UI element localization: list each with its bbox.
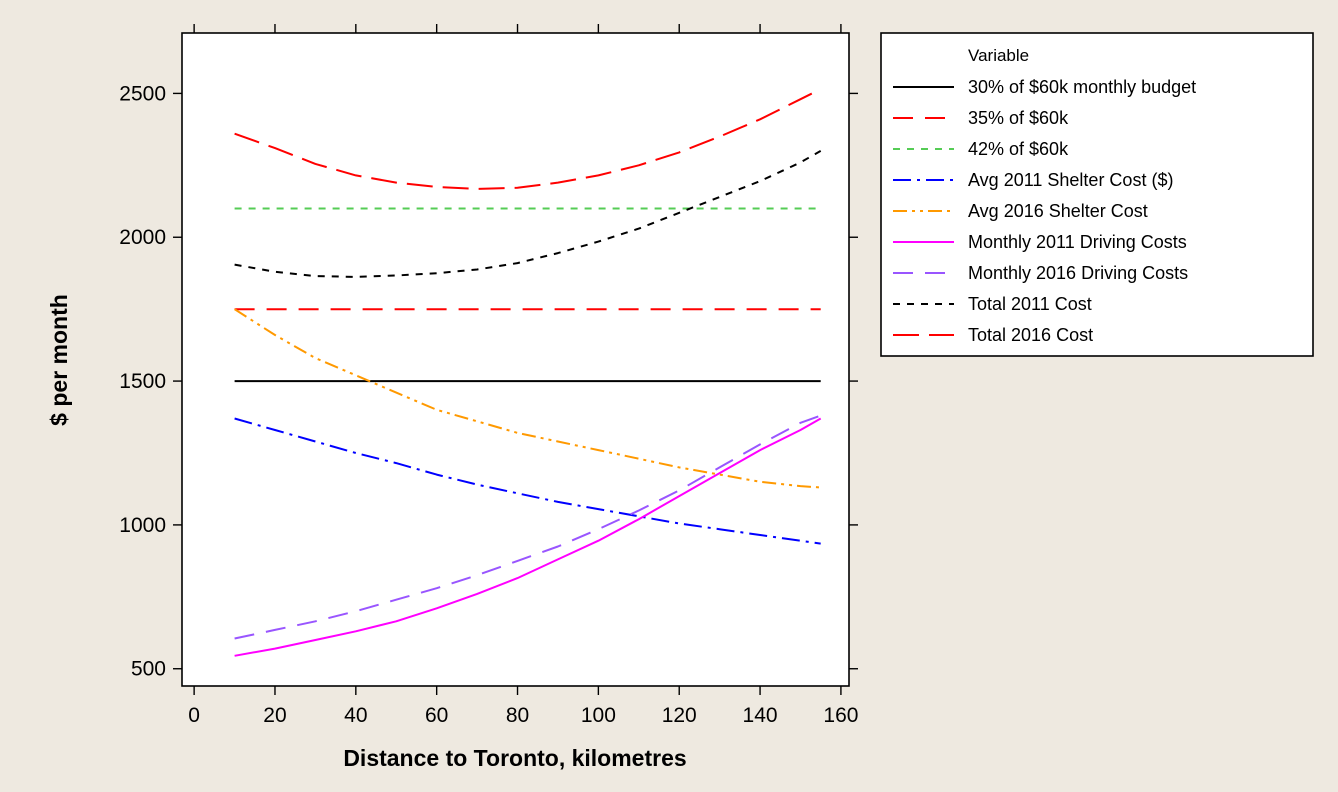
x-tick-label-100: 100 [581, 704, 616, 727]
series-line-5 [234, 308, 821, 489]
series-line-7 [234, 414, 822, 640]
legend-label-1: 30% of $60k monthly budget [968, 77, 1196, 97]
legend-label-9: Total 2016 Cost [968, 325, 1093, 345]
y-tick-label-1000: 1000 [119, 514, 166, 537]
y-tick-label-1500: 1500 [119, 370, 166, 393]
legend-label-6: Monthly 2011 Driving Costs [968, 232, 1187, 252]
series-line-8 [234, 150, 822, 278]
legend-label-4: Avg 2011 Shelter Cost ($) [968, 170, 1173, 190]
x-tick-label-40: 40 [344, 704, 367, 727]
x-tick-label-60: 60 [425, 704, 448, 727]
series-line-4 [234, 417, 821, 545]
legend: 30% of $60k monthly budget 35% of $60k 42%… [893, 77, 1196, 345]
x-tick-label-0: 0 [188, 704, 200, 727]
legend-label-8: Total 2011 Cost [968, 294, 1092, 314]
legend-label-2: 35% of $60k [968, 108, 1069, 128]
legend-label-3: 42% of $60k [968, 139, 1069, 159]
y-tick-label-2500: 2500 [119, 82, 166, 105]
series-layer [234, 88, 822, 657]
x-tick-label-80: 80 [506, 704, 529, 727]
series-line-6 [234, 417, 822, 657]
x-tick-label-140: 140 [743, 704, 778, 727]
legend-title: Variable [968, 46, 1029, 65]
legend-label-7: Monthly 2016 Driving Costs [968, 263, 1188, 283]
legend-label-5: Avg 2016 Shelter Cost [968, 201, 1148, 221]
x-tick-label-20: 20 [263, 704, 286, 727]
axes: 0 20 40 60 80 100 120 140 160 500 1000 1500 2000 2500 [119, 24, 858, 727]
y-tick-label-500: 500 [131, 658, 166, 681]
series-line-9 [234, 88, 822, 190]
x-axis-label: Distance to Toronto, kilometres [343, 745, 686, 771]
y-tick-label-2000: 2000 [119, 226, 166, 249]
x-tick-label-160: 160 [823, 704, 858, 727]
x-tick-label-120: 120 [662, 704, 697, 727]
y-axis-label: $ per month [46, 294, 72, 426]
plot-area [181, 32, 850, 687]
